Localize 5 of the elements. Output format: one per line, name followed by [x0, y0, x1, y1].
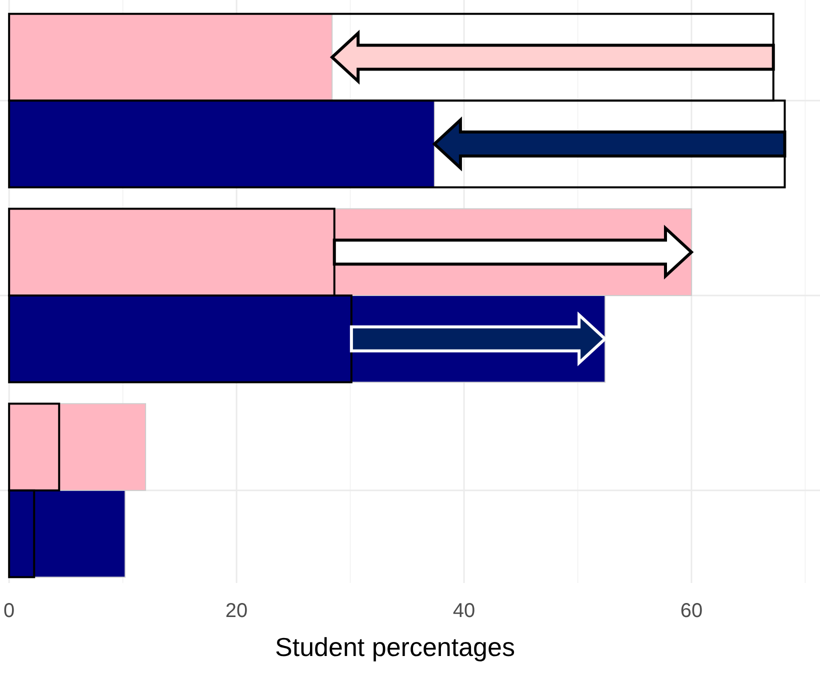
x-tick-label: 60: [680, 600, 703, 622]
x-axis-title: Student percentages: [275, 632, 515, 662]
x-tick-label: 0: [4, 600, 15, 622]
x-tick-label: 40: [452, 600, 476, 622]
x-tick-label: 20: [225, 600, 248, 622]
